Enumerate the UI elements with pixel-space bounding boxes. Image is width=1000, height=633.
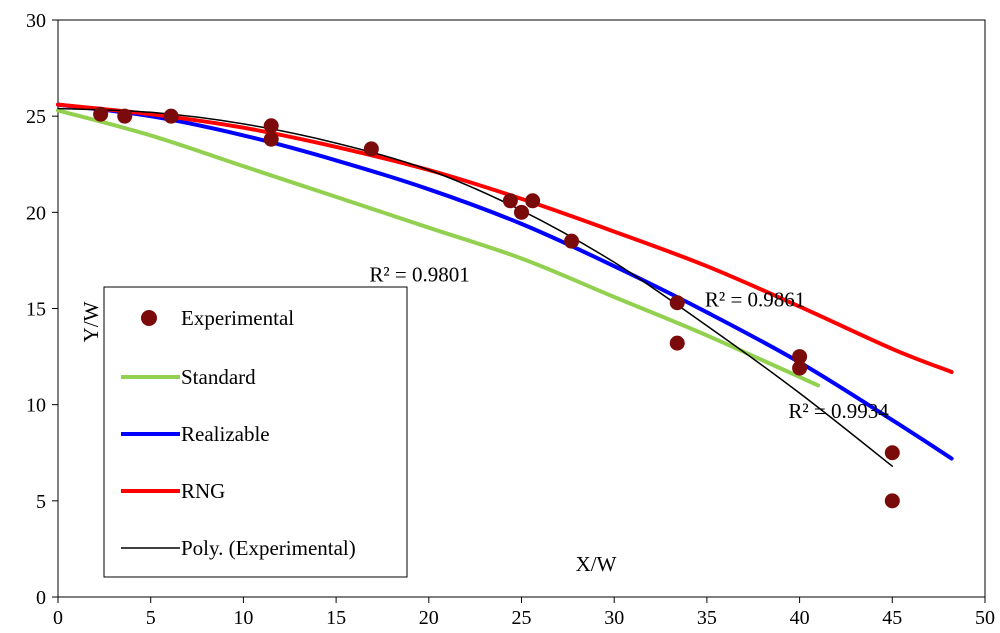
axis-ticks: 0 5 10 15 20 25 30 35 40 45 50 0 5 10 15 20 25 30 xyxy=(26,10,995,629)
data-point-experimental-15 xyxy=(884,493,900,509)
series-line-rng xyxy=(56,102,954,374)
data-point-experimental-14 xyxy=(884,445,900,461)
y-tick-label-4: 20 xyxy=(26,202,46,224)
legend-label-experimental: Experimental xyxy=(181,306,294,330)
y-tick-label-3: 15 xyxy=(26,299,46,321)
data-point-experimental-10 xyxy=(669,295,685,311)
data-point-experimental-7 xyxy=(514,204,529,220)
data-point-experimental-1 xyxy=(117,108,133,124)
y-tick-label-2: 10 xyxy=(26,395,46,417)
r-squared-label-1: R² = 0.9861 xyxy=(705,288,805,312)
data-point-experimental-11 xyxy=(669,335,685,351)
x-axis-title: X/W xyxy=(576,552,617,576)
x-tick-label-3: 15 xyxy=(326,607,346,629)
y-tick-label-5: 25 xyxy=(26,106,46,128)
data-point-experimental-12 xyxy=(792,349,808,365)
data-point-experimental-0 xyxy=(93,106,109,122)
y-tick-label-0: 0 xyxy=(36,587,46,609)
x-tick-label-7: 35 xyxy=(697,607,717,629)
y-axis-title: Y/W xyxy=(79,301,103,342)
r-squared-label-2: R² = 0.9934 xyxy=(788,399,889,423)
data-point-experimental-4 xyxy=(263,131,279,147)
data-point-experimental-5 xyxy=(363,141,379,157)
legend-marker-experimental xyxy=(141,310,157,326)
y-tick-label-6: 30 xyxy=(26,10,46,32)
data-point-experimental-9 xyxy=(564,233,580,249)
data-point-experimental-13 xyxy=(792,360,808,376)
data-point-experimental-3 xyxy=(263,118,279,134)
x-tick-label-5: 25 xyxy=(512,607,532,629)
r-squared-label-0: R² = 0.9801 xyxy=(369,263,469,287)
legend-label-rng: RNG xyxy=(181,479,225,503)
y-tick-label-1: 5 xyxy=(36,491,46,513)
x-tick-label-8: 40 xyxy=(790,607,810,629)
legend-label-standard: Standard xyxy=(181,365,256,389)
legend: Experimental Standard Realizable RNG Pol… xyxy=(103,286,408,578)
series-line-standard xyxy=(56,108,821,388)
x-tick-label-2: 10 xyxy=(233,607,253,629)
legend-label-poly: Poly. (Experimental) xyxy=(181,536,356,560)
annotations: R² = 0.9801 R² = 0.9861 R² = 0.9934 xyxy=(369,263,889,424)
series-line-realizable xyxy=(56,102,954,461)
x-tick-label-1: 5 xyxy=(146,607,156,629)
data-point-experimental-2 xyxy=(163,108,179,124)
x-tick-label-10: 50 xyxy=(975,607,995,629)
series-line-poly-experimental xyxy=(57,107,894,467)
x-tick-label-4: 20 xyxy=(419,607,439,629)
series-layer xyxy=(56,102,954,509)
x-tick-label-9: 45 xyxy=(882,607,902,629)
data-point-experimental-6 xyxy=(502,193,518,209)
x-tick-label-0: 0 xyxy=(53,607,63,629)
data-point-experimental-8 xyxy=(525,193,541,209)
legend-label-realizable: Realizable xyxy=(181,422,270,446)
x-tick-label-6: 30 xyxy=(604,607,624,629)
